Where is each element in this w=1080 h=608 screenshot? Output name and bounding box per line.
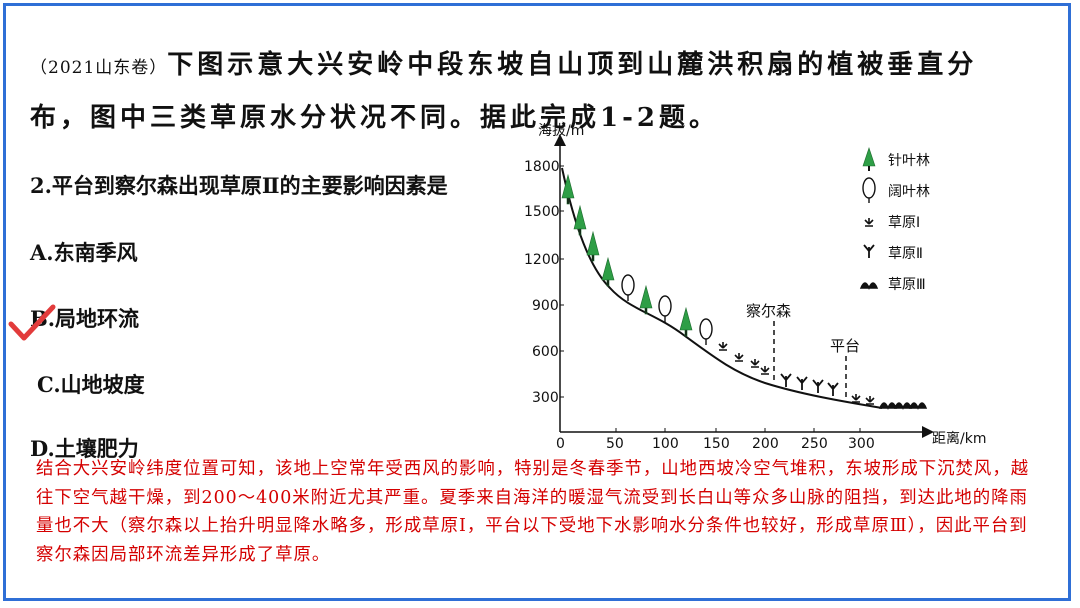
x-axis-label: 距离/km xyxy=(932,430,986,447)
question-stem: 2.平台到察尔森出现草原Ⅱ的主要影响因素是 xyxy=(30,173,448,198)
grassland-1-icon xyxy=(718,342,728,351)
conifer-tree-icon xyxy=(561,173,575,205)
y-tick-900: 900 xyxy=(532,298,559,314)
grassland-3-icon xyxy=(893,402,913,411)
grassland-3-icon xyxy=(878,402,898,411)
x-tick-150: 150 xyxy=(703,436,730,452)
conifer-tree-icon xyxy=(679,306,693,337)
vegetation-profile-diagram: 海拔/m 距离/km 1800 1500 1200 900 600 300 0 … xyxy=(524,123,986,452)
answer-explanation: 结合大兴安岭纬度位置可知，该地上空常年受西风的影响，特别是冬春季节，山地西坡冷空… xyxy=(36,459,1030,565)
y-tick-600: 600 xyxy=(532,344,559,360)
option-c[interactable]: C.山地坡度 xyxy=(37,372,145,397)
chaersen-label: 察尔森 xyxy=(746,302,791,320)
grassland-2-icon xyxy=(827,382,839,396)
conifer-trees xyxy=(561,173,693,337)
x-tick-200: 200 xyxy=(752,436,779,452)
legend-grassland-1: 草原Ⅰ xyxy=(864,215,920,231)
y-tick-1200: 1200 xyxy=(524,252,560,268)
grassland-2-icon xyxy=(863,244,875,258)
legend-label-conifer: 针叶林 xyxy=(888,153,930,169)
grassland-1-icon xyxy=(760,366,770,375)
conifer-tree-icon xyxy=(586,230,600,262)
conifer-tree-icon xyxy=(573,204,587,236)
legend-label-grassland-3: 草原Ⅲ xyxy=(888,277,926,293)
conifer-tree-icon xyxy=(601,256,615,287)
y-tick-1800: 1800 xyxy=(524,159,560,175)
grassland-1-icon xyxy=(734,353,744,362)
broadleaf-tree-icon xyxy=(699,318,713,345)
option-a[interactable]: A.东南季风 xyxy=(30,240,138,265)
question-source: （2021山东卷） xyxy=(30,58,168,78)
legend: 针叶林 阔叶林 草原Ⅰ 草原Ⅱ 草原Ⅲ xyxy=(859,147,930,293)
grassland-1-icon xyxy=(851,394,861,403)
grassland-1-icon xyxy=(865,396,875,405)
grassland-3-icon xyxy=(908,402,928,411)
x-tick-250: 250 xyxy=(801,436,828,452)
conifer-tree-icon xyxy=(862,147,876,167)
legend-grassland-3: 草原Ⅲ xyxy=(859,277,926,293)
slide-frame xyxy=(3,3,1071,601)
grassland-3-group xyxy=(878,402,928,411)
grassland-1-icon xyxy=(864,218,874,227)
legend-broadleaf: 阔叶林 xyxy=(862,177,930,203)
broadleaf-tree-icon xyxy=(621,274,635,301)
grassland-2-icon xyxy=(796,376,808,390)
x-tick-300: 300 xyxy=(848,436,875,452)
checkmark-icon xyxy=(8,304,56,341)
question-intro: （2021山东卷）下图示意大兴安岭中段东坡自山顶到山麓洪积扇的植被垂直分 布，图… xyxy=(30,40,1050,143)
question-intro-line2: 布，图中三类草原水分状况不同。据此完成1-2题。 xyxy=(30,103,719,133)
grassland-2-icon xyxy=(780,373,792,387)
broadleaf-trees xyxy=(621,274,713,345)
question-intro-line1: 下图示意大兴安岭中段东坡自山顶到山麓洪积扇的植被垂直分 xyxy=(167,50,978,80)
legend-label-grassland-2: 草原Ⅱ xyxy=(888,246,923,262)
legend-grassland-2: 草原Ⅱ xyxy=(863,244,923,262)
y-axis-label: 海拔/m xyxy=(538,123,584,139)
grassland-2-group xyxy=(780,373,839,396)
legend-conifer: 针叶林 xyxy=(862,147,930,171)
platform-label: 平台 xyxy=(830,337,860,355)
x-tick-100: 100 xyxy=(652,436,679,452)
grassland-1-icon xyxy=(750,359,760,368)
broadleaf-tree-icon xyxy=(658,295,672,322)
y-tick-300: 300 xyxy=(532,390,559,406)
terrain-profile-line xyxy=(561,167,883,409)
broadleaf-tree-icon xyxy=(862,177,876,199)
grassland-1-lower-group xyxy=(851,394,875,405)
legend-label-broadleaf: 阔叶林 xyxy=(888,184,930,200)
option-d[interactable]: D.土壤肥力 xyxy=(30,436,139,461)
x-tick-0: 0 xyxy=(556,436,565,452)
grassland-2-icon xyxy=(812,379,824,393)
y-tick-1500: 1500 xyxy=(524,204,560,220)
x-tick-50: 50 xyxy=(606,436,624,452)
grassland-3-icon xyxy=(859,282,879,291)
grassland-1-group xyxy=(718,342,770,375)
legend-label-grassland-1: 草原Ⅰ xyxy=(888,215,920,231)
conifer-tree-icon xyxy=(639,284,653,315)
